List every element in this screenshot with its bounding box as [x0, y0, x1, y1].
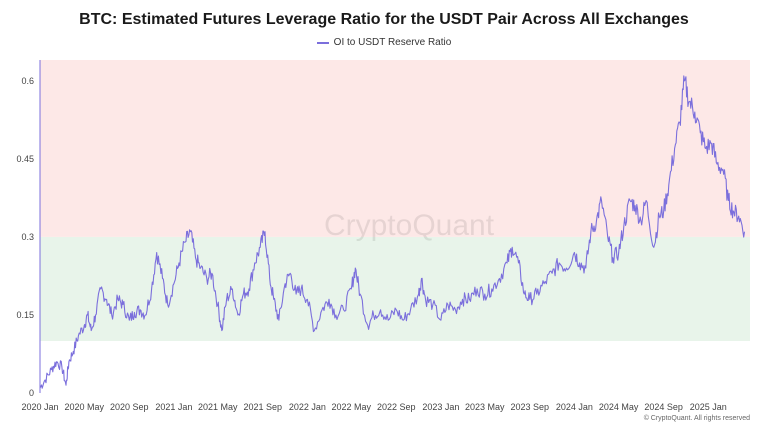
x-tick-label: 2022 Sep — [377, 402, 416, 412]
y-tick-label: 0.45 — [16, 154, 34, 164]
x-tick-label: 2022 May — [332, 402, 372, 412]
legend[interactable]: OI to USDT Reserve Ratio — [0, 37, 768, 48]
x-tick-label: 2021 Sep — [243, 402, 282, 412]
credit-text: © CryptoQuant. All rights reserved — [643, 415, 750, 422]
chart-title: BTC: Estimated Futures Leverage Ratio fo… — [79, 11, 689, 28]
x-tick-label: 2024 May — [599, 402, 639, 412]
x-tick-label: 2020 Sep — [110, 402, 149, 412]
band-0 — [40, 236, 750, 341]
x-tick-label: 2025 Jan — [690, 402, 727, 412]
x-tick-label: 2020 Jan — [21, 402, 58, 412]
x-tick-label: 2024 Jan — [556, 402, 593, 412]
x-tick-label: 2023 Jan — [422, 402, 459, 412]
y-tick-label: 0 — [29, 388, 34, 398]
y-ticks: 0 0.15 0.3 0.45 0.6 — [16, 76, 34, 398]
x-tick-label: 2023 May — [465, 402, 505, 412]
x-tick-label: 2020 May — [64, 402, 104, 412]
x-tick-label: 2023 Sep — [511, 402, 550, 412]
y-tick-label: 0.15 — [16, 310, 34, 320]
watermark: CryptoQuant — [324, 209, 495, 242]
x-tick-label: 2024 Sep — [644, 402, 683, 412]
series-line — [39, 75, 746, 389]
legend-label: OI to USDT Reserve Ratio — [333, 37, 452, 48]
x-tick-label: 2021 May — [198, 402, 238, 412]
legend-swatch — [316, 41, 329, 44]
x-ticks: 2020 Jan 2020 May 2020 Sep 2021 Jan 2021 May… — [21, 402, 726, 412]
threshold-bands — [40, 60, 750, 341]
band-1 — [40, 60, 750, 237]
x-tick-label: 2022 Jan — [289, 402, 326, 412]
x-tick-label: 2021 Jan — [155, 402, 192, 412]
y-tick-label: 0.6 — [21, 76, 34, 86]
y-tick-label: 0.3 — [21, 232, 34, 242]
